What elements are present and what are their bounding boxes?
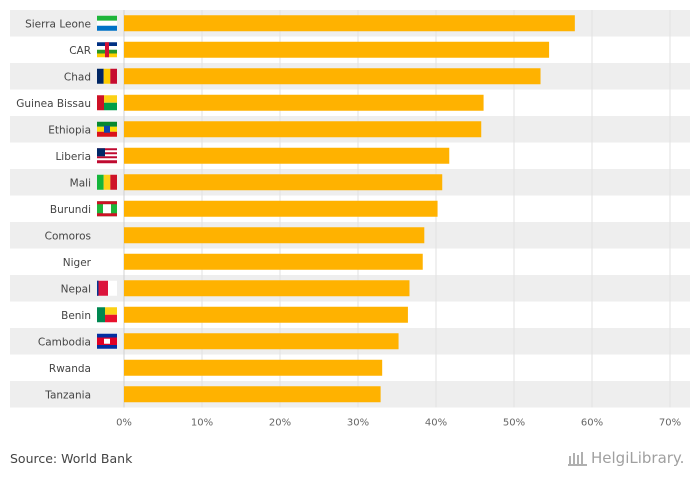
bar — [124, 280, 410, 297]
logo-text: HelgiLibrary. — [591, 449, 685, 467]
bar — [124, 227, 425, 244]
bar — [124, 94, 484, 111]
category-label: CAR — [69, 45, 91, 57]
bar — [124, 253, 423, 270]
category-label: Sierra Leone — [25, 18, 91, 30]
flag-icon — [97, 121, 117, 137]
flag-icon — [97, 95, 117, 111]
category-label: Ethiopia — [48, 124, 91, 136]
flag-icon — [97, 201, 117, 217]
bar — [124, 68, 541, 85]
library-icon — [568, 452, 587, 466]
bar — [124, 15, 575, 32]
category-label: Mali — [70, 177, 91, 189]
bar — [124, 333, 399, 350]
category-label: Rwanda — [49, 363, 91, 375]
bar — [124, 121, 482, 138]
category-label: Comoros — [45, 230, 91, 242]
x-tick-label: 0% — [116, 418, 132, 429]
category-label: Cambodia — [38, 336, 91, 348]
flag-icon — [97, 148, 117, 164]
category-label: Guinea Bissau — [16, 98, 91, 110]
flag-icon — [97, 42, 117, 58]
bar — [124, 386, 381, 403]
flag-icon — [97, 307, 117, 323]
flag-icon — [97, 280, 117, 296]
bar — [124, 306, 408, 323]
category-label: Nepal — [61, 283, 91, 295]
bar — [124, 200, 438, 217]
flag-icon — [97, 15, 117, 31]
x-tick-label: 40% — [425, 418, 447, 429]
category-label: Burundi — [50, 204, 91, 216]
x-tick-label: 30% — [347, 418, 369, 429]
x-tick-label: 70% — [659, 418, 681, 429]
x-tick-label: 60% — [581, 418, 603, 429]
bar — [124, 147, 450, 164]
category-label: Benin — [61, 310, 91, 322]
category-label: Tanzania — [44, 389, 91, 401]
flag-icon — [97, 333, 117, 349]
flag-icon — [97, 68, 117, 84]
category-label: Niger — [63, 257, 92, 269]
category-label: Chad — [64, 71, 91, 83]
flag-icon — [97, 174, 117, 190]
helgilibrary-logo: HelgiLibrary. — [568, 449, 684, 467]
bar — [124, 174, 443, 191]
x-tick-label: 20% — [269, 418, 291, 429]
bar — [124, 359, 383, 376]
source-note: Source: World Bank — [10, 451, 133, 466]
x-tick-label: 10% — [191, 418, 213, 429]
category-label: Liberia — [55, 151, 91, 163]
bar — [124, 41, 550, 58]
x-tick-label: 50% — [503, 418, 525, 429]
